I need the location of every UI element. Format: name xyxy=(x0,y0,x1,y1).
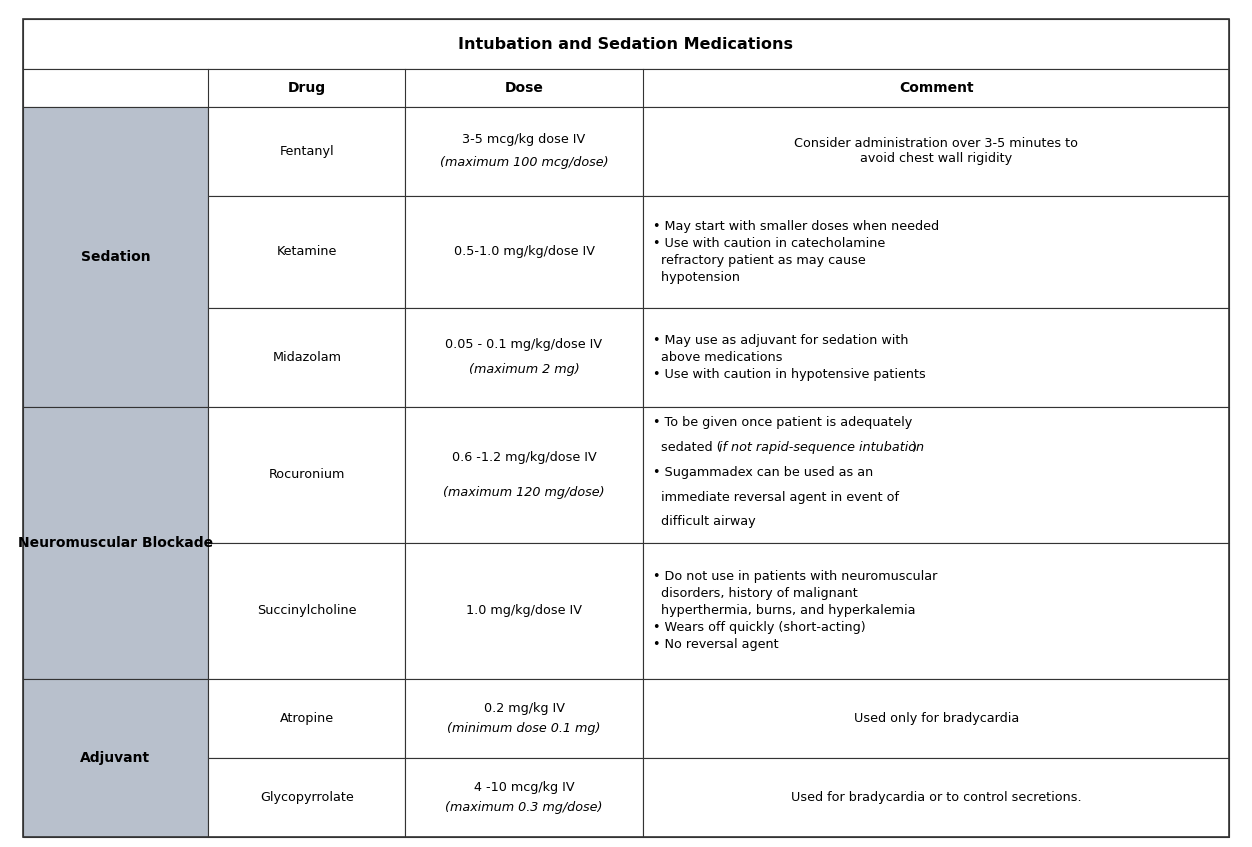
Text: Rocuronium: Rocuronium xyxy=(269,468,346,481)
Text: 0.2 mg/kg IV: 0.2 mg/kg IV xyxy=(483,701,565,715)
Text: (maximum 2 mg): (maximum 2 mg) xyxy=(468,363,580,376)
Text: difficult airway: difficult airway xyxy=(652,516,755,529)
Bar xyxy=(23,407,208,679)
Text: • Do not use in patients with neuromuscular
  disorders, history of malignant
  : • Do not use in patients with neuromuscu… xyxy=(652,570,938,651)
Bar xyxy=(208,758,406,837)
Bar xyxy=(406,758,642,837)
Text: Dose: Dose xyxy=(505,81,543,95)
Bar xyxy=(642,407,1229,543)
Bar xyxy=(642,543,1229,679)
Text: Adjuvant: Adjuvant xyxy=(80,750,150,765)
Text: (maximum 0.3 mg/dose): (maximum 0.3 mg/dose) xyxy=(446,801,602,814)
Text: 0.6 -1.2 mg/kg/dose IV: 0.6 -1.2 mg/kg/dose IV xyxy=(452,451,596,463)
Text: 4 -10 mcg/kg IV: 4 -10 mcg/kg IV xyxy=(473,781,575,794)
Text: • May start with smaller doses when needed
• Use with caution in catecholamine
 : • May start with smaller doses when need… xyxy=(652,219,939,284)
Bar xyxy=(208,196,406,307)
Bar xyxy=(406,196,642,307)
Text: Used for bradycardia or to control secretions.: Used for bradycardia or to control secre… xyxy=(791,791,1082,804)
Bar xyxy=(208,543,406,679)
Bar xyxy=(23,69,1229,107)
Text: Consider administration over 3-5 minutes to
avoid chest wall rigidity: Consider administration over 3-5 minutes… xyxy=(794,137,1078,165)
Bar xyxy=(406,307,642,407)
Bar xyxy=(208,407,406,543)
Bar xyxy=(406,543,642,679)
Bar xyxy=(642,758,1229,837)
Text: • May use as adjuvant for sedation with
  above medications
• Use with caution i: • May use as adjuvant for sedation with … xyxy=(652,334,925,380)
Bar xyxy=(208,679,406,758)
Text: • Sugammadex can be used as an: • Sugammadex can be used as an xyxy=(652,466,873,479)
Text: Comment: Comment xyxy=(899,81,974,95)
Text: Fentanyl: Fentanyl xyxy=(279,145,334,158)
Bar xyxy=(23,107,208,407)
Bar xyxy=(406,107,642,196)
Text: ): ) xyxy=(911,441,916,454)
Text: Neuromuscular Blockade: Neuromuscular Blockade xyxy=(18,536,213,550)
Bar xyxy=(406,679,642,758)
Text: sedated (: sedated ( xyxy=(652,441,721,454)
Text: (minimum dose 0.1 mg): (minimum dose 0.1 mg) xyxy=(447,722,601,735)
Text: (maximum 100 mcg/dose): (maximum 100 mcg/dose) xyxy=(439,157,608,169)
Bar xyxy=(642,196,1229,307)
Text: Ketamine: Ketamine xyxy=(277,245,337,258)
Text: Used only for bradycardia: Used only for bradycardia xyxy=(854,711,1019,725)
Bar xyxy=(23,679,208,837)
Text: immediate reversal agent in event of: immediate reversal agent in event of xyxy=(652,490,899,504)
Bar xyxy=(208,307,406,407)
Text: Midazolam: Midazolam xyxy=(272,351,342,363)
Text: Sedation: Sedation xyxy=(80,250,150,263)
Text: Drug: Drug xyxy=(288,81,326,95)
Text: Atropine: Atropine xyxy=(279,711,334,725)
Bar xyxy=(23,19,1229,69)
Text: • To be given once patient is adequately: • To be given once patient is adequately xyxy=(652,417,913,429)
Text: if not rapid-sequence intubation: if not rapid-sequence intubation xyxy=(719,441,924,454)
Text: 0.5-1.0 mg/kg/dose IV: 0.5-1.0 mg/kg/dose IV xyxy=(453,245,595,258)
Bar xyxy=(642,107,1229,196)
Bar xyxy=(642,307,1229,407)
Text: 1.0 mg/kg/dose IV: 1.0 mg/kg/dose IV xyxy=(466,604,582,617)
Text: Succinylcholine: Succinylcholine xyxy=(257,604,357,617)
Text: (maximum 120 mg/dose): (maximum 120 mg/dose) xyxy=(443,486,605,499)
Text: 0.05 - 0.1 mg/kg/dose IV: 0.05 - 0.1 mg/kg/dose IV xyxy=(446,338,602,351)
Bar xyxy=(208,107,406,196)
Text: 3-5 mcg/kg dose IV: 3-5 mcg/kg dose IV xyxy=(462,133,586,147)
Text: Glycopyrrolate: Glycopyrrolate xyxy=(260,791,353,804)
Text: Intubation and Sedation Medications: Intubation and Sedation Medications xyxy=(458,36,794,52)
Bar xyxy=(642,679,1229,758)
Bar xyxy=(406,407,642,543)
